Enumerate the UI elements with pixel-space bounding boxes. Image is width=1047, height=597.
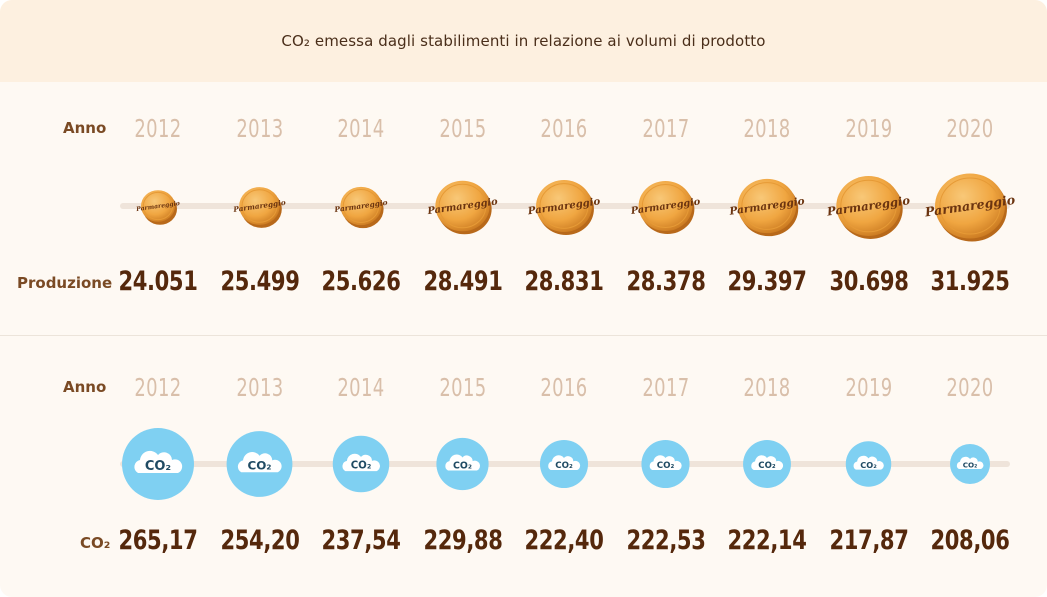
- cheese-wheel-icon: Parmareggio: [426, 180, 499, 235]
- co2-cloud-label: CO₂: [657, 461, 675, 471]
- cheese-wheel-icon: Parmareggio: [923, 173, 1016, 242]
- production-year-8: 2020: [946, 114, 994, 143]
- co2-value-4: 222,40: [524, 525, 604, 556]
- production-year-2: 2014: [337, 114, 385, 143]
- production-year-7: 2019: [844, 114, 893, 143]
- co2-value-2: 237,54: [321, 525, 401, 556]
- co2-cloud-icon: CO₂: [332, 435, 390, 493]
- production-year-3: 2015: [438, 114, 487, 143]
- co2-cloud-icon: CO₂: [122, 428, 194, 500]
- co2-value-label: CO₂: [80, 534, 111, 552]
- co2-cloud-icon: CO₂: [845, 441, 892, 487]
- co2-cloud-label: CO₂: [351, 461, 372, 472]
- co2-cloud-label: CO₂: [758, 461, 776, 471]
- co2-year-1: 2013: [235, 373, 284, 402]
- production-value-3: 28.491: [423, 266, 502, 297]
- production-value-8: 31.925: [930, 266, 1010, 297]
- co2-value-7: 217,87: [829, 525, 908, 556]
- co2-cloud-label: CO₂: [145, 459, 171, 474]
- co2-cloud-label: CO₂: [555, 461, 573, 471]
- co2-cloud-label: CO₂: [453, 460, 472, 471]
- chart-header: CO₂ emessa dagli stabilimenti in relazio…: [0, 0, 1047, 82]
- co2-value-0: 265,17: [118, 525, 198, 556]
- co2-year-label: Anno: [63, 378, 107, 396]
- co2-year-5: 2017: [641, 373, 690, 402]
- co2-value-6: 222,14: [727, 525, 807, 556]
- co2-cloud-icon: CO₂: [226, 431, 293, 497]
- cheese-wheel-icon: Parmareggio: [135, 190, 180, 225]
- cheese-wheel-icon: Parmareggio: [629, 180, 702, 235]
- co2-cloud-label: CO₂: [860, 460, 877, 470]
- co2-cloud-icon: CO₂: [950, 444, 990, 484]
- chart-title: CO₂ emessa dagli stabilimenti in relazio…: [281, 32, 766, 50]
- production-value-2: 25.626: [321, 266, 401, 297]
- production-value-label: Produzione: [17, 274, 113, 292]
- production-value-1: 25.499: [220, 266, 299, 297]
- production-value-0: 24.051: [118, 266, 198, 297]
- cheese-wheel-icon: Parmareggio: [333, 186, 388, 229]
- co2-value-1: 254,20: [220, 525, 299, 556]
- production-value-6: 29.397: [727, 266, 807, 297]
- co2-year-6: 2018: [743, 373, 791, 402]
- co2-year-7: 2019: [844, 373, 893, 402]
- co2-cloud-label: CO₂: [247, 458, 271, 472]
- co2-cloud-icon: CO₂: [436, 437, 489, 491]
- co2-year-3: 2015: [438, 373, 487, 402]
- cheese-wheel-icon: Parmareggio: [728, 178, 805, 237]
- cheese-wheel-icon: Parmareggio: [825, 176, 911, 239]
- co2-year-8: 2020: [946, 373, 994, 402]
- co2-cloud-icon: CO₂: [539, 439, 589, 489]
- co2-cloud-label: CO₂: [963, 460, 978, 469]
- production-year-1: 2013: [235, 114, 284, 143]
- co2-value-3: 229,88: [423, 525, 502, 556]
- co2-value-5: 222,53: [626, 525, 705, 556]
- production-value-7: 30.698: [829, 266, 908, 297]
- production-value-5: 28.378: [626, 266, 705, 297]
- production-year-0: 2012: [134, 114, 182, 143]
- co2-value-8: 208,06: [930, 525, 1010, 556]
- co2-year-2: 2014: [337, 373, 385, 402]
- production-year-6: 2018: [743, 114, 791, 143]
- co2-year-4: 2016: [540, 373, 588, 402]
- production-year-label: Anno: [63, 119, 107, 137]
- co2-cloud-icon: CO₂: [641, 439, 690, 489]
- production-year-5: 2017: [641, 114, 690, 143]
- cheese-wheel-icon: Parmareggio: [526, 180, 601, 235]
- production-year-4: 2016: [540, 114, 588, 143]
- section-divider: [0, 335, 1047, 336]
- cheese-wheel-icon: Parmareggio: [232, 187, 286, 228]
- co2-cloud-icon: CO₂: [743, 440, 791, 488]
- co2-year-0: 2012: [134, 373, 182, 402]
- production-value-4: 28.831: [524, 266, 604, 297]
